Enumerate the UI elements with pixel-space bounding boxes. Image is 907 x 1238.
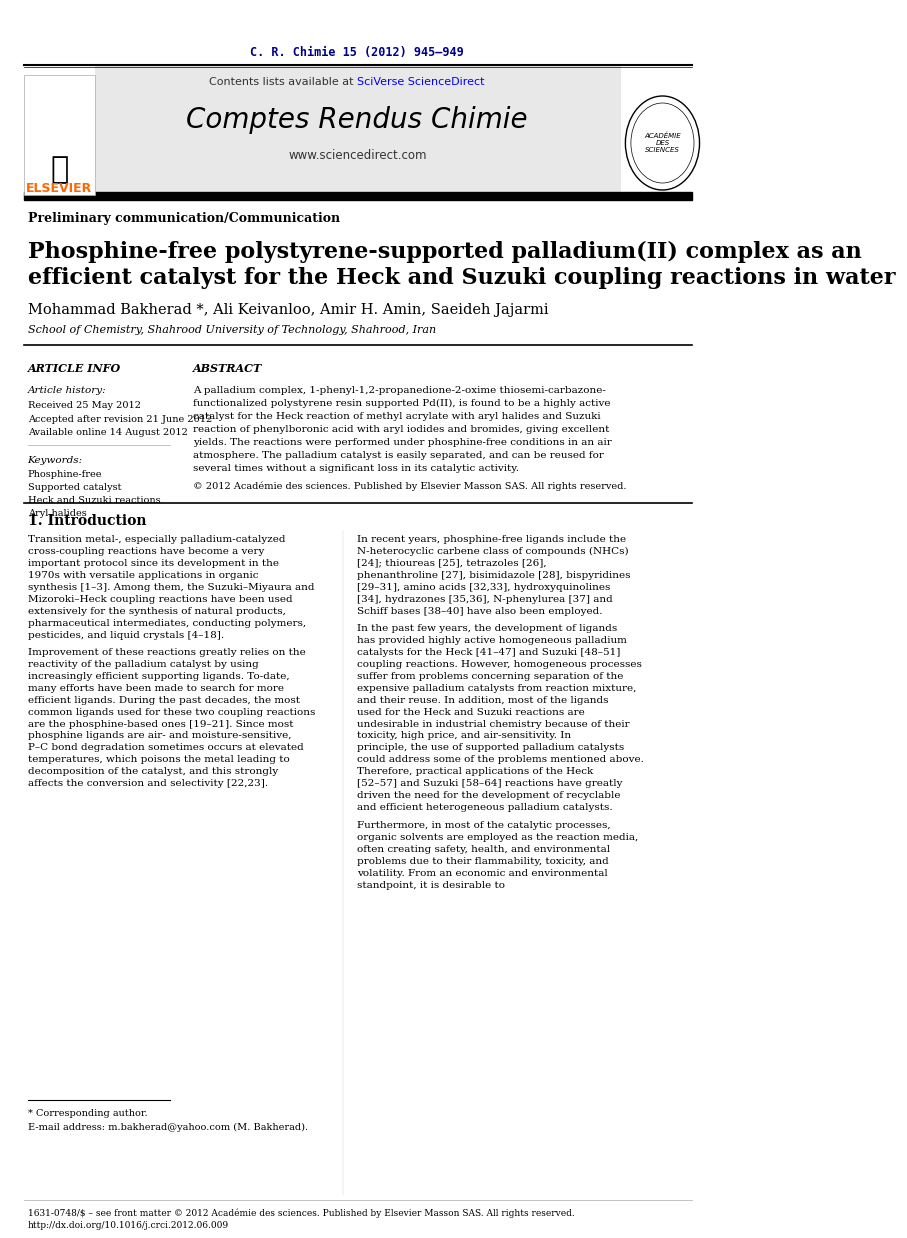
Text: Aryl halides: Aryl halides [27, 509, 86, 517]
Text: Keywords:: Keywords: [27, 456, 83, 464]
Text: Article history:: Article history: [27, 385, 106, 395]
Text: ABSTRACT: ABSTRACT [193, 363, 262, 374]
Text: 🌳: 🌳 [50, 156, 68, 184]
Text: several times without a significant loss in its catalytic activity.: several times without a significant loss… [193, 463, 519, 473]
Text: reactivity of the palladium catalyst by using: reactivity of the palladium catalyst by … [27, 660, 258, 669]
Text: * Corresponding author.: * Corresponding author. [27, 1108, 147, 1118]
Bar [24, 192, 692, 201]
Text: In the past few years, the development of ligands: In the past few years, the development o… [357, 624, 618, 633]
Text: Improvement of these reactions greatly relies on the: Improvement of these reactions greatly r… [27, 647, 306, 656]
Text: Preliminary communication/Communication: Preliminary communication/Communication [27, 212, 340, 224]
Text: often creating safety, health, and environmental: often creating safety, health, and envir… [357, 844, 610, 853]
Text: Phosphine-free: Phosphine-free [27, 469, 102, 479]
Text: [24]; thioureas [25], tetrazoles [26],: [24]; thioureas [25], tetrazoles [26], [357, 558, 547, 567]
Text: increasingly efficient supporting ligands. To-date,: increasingly efficient supporting ligand… [27, 671, 289, 681]
Text: extensively for the synthesis of natural products,: extensively for the synthesis of natural… [27, 607, 286, 615]
FancyBboxPatch shape [24, 76, 94, 196]
Text: affects the conversion and selectivity [22,23].: affects the conversion and selectivity [… [27, 780, 268, 789]
Text: has provided highly active homogeneous palladium: has provided highly active homogeneous p… [357, 635, 627, 645]
Text: © 2012 Académie des sciences. Published by Elsevier Masson SAS. All rights reser: © 2012 Académie des sciences. Published … [193, 482, 627, 490]
Text: expensive palladium catalysts from reaction mixture,: expensive palladium catalysts from react… [357, 683, 637, 692]
Text: volatility. From an economic and environmental: volatility. From an economic and environ… [357, 869, 608, 878]
Text: synthesis [1–3]. Among them, the Suzuki–Miyaura and: synthesis [1–3]. Among them, the Suzuki–… [27, 583, 314, 592]
Text: and efficient heterogeneous palladium catalysts.: and efficient heterogeneous palladium ca… [357, 803, 613, 812]
Text: phosphine ligands are air- and moisture-sensitive,: phosphine ligands are air- and moisture-… [27, 732, 291, 740]
Text: standpoint, it is desirable to: standpoint, it is desirable to [357, 880, 505, 889]
Text: 1970s with versatile applications in organic: 1970s with versatile applications in org… [27, 571, 258, 579]
Text: reaction of phenylboronic acid with aryl iodides and bromides, giving excellent: reaction of phenylboronic acid with aryl… [193, 425, 610, 433]
Text: Therefore, practical applications of the Heck: Therefore, practical applications of the… [357, 768, 593, 776]
Text: Transition metal-, especially palladium-catalyzed: Transition metal-, especially palladium-… [27, 535, 285, 543]
Text: [52–57] and Suzuki [58–64] reactions have greatly: [52–57] and Suzuki [58–64] reactions hav… [357, 780, 623, 789]
Text: Supported catalyst: Supported catalyst [27, 483, 122, 491]
Text: In recent years, phosphine-free ligands include the: In recent years, phosphine-free ligands … [357, 535, 627, 543]
Text: and their reuse. In addition, most of the ligands: and their reuse. In addition, most of th… [357, 696, 609, 704]
Text: are the phosphine-based ones [19–21]. Since most: are the phosphine-based ones [19–21]. Si… [27, 719, 293, 728]
Text: Accepted after revision 21 June 2012: Accepted after revision 21 June 2012 [27, 415, 212, 423]
Text: catalyst for the Heck reaction of methyl acrylate with aryl halides and Suzuki: catalyst for the Heck reaction of methyl… [193, 411, 600, 421]
Text: SciVerse ScienceDirect: SciVerse ScienceDirect [357, 77, 484, 87]
Text: temperatures, which poisons the metal leading to: temperatures, which poisons the metal le… [27, 755, 289, 765]
Text: principle, the use of supported palladium catalysts: principle, the use of supported palladiu… [357, 744, 625, 753]
Text: undesirable in industrial chemistry because of their: undesirable in industrial chemistry beca… [357, 719, 629, 728]
Text: used for the Heck and Suzuki reactions are: used for the Heck and Suzuki reactions a… [357, 707, 585, 717]
Text: functionalized polystyrene resin supported Pd(II), is found to be a highly activ: functionalized polystyrene resin support… [193, 399, 610, 407]
Text: Comptes Rendus Chimie: Comptes Rendus Chimie [187, 106, 528, 134]
Text: http://dx.doi.org/10.1016/j.crci.2012.06.009: http://dx.doi.org/10.1016/j.crci.2012.06… [27, 1222, 229, 1231]
Text: Mizoroki–Heck coupling reactions have been used: Mizoroki–Heck coupling reactions have be… [27, 594, 292, 603]
Text: 1. Introduction: 1. Introduction [27, 514, 146, 527]
Text: many efforts have been made to search for more: many efforts have been made to search fo… [27, 683, 284, 692]
Text: P–C bond degradation sometimes occurs at elevated: P–C bond degradation sometimes occurs at… [27, 744, 303, 753]
Text: Received 25 May 2012: Received 25 May 2012 [27, 401, 141, 410]
FancyBboxPatch shape [94, 66, 620, 196]
Text: [34], hydrazones [35,36], N-phenylurea [37] and: [34], hydrazones [35,36], N-phenylurea [… [357, 594, 613, 603]
Text: suffer from problems concerning separation of the: suffer from problems concerning separati… [357, 671, 624, 681]
Text: Contents lists available at: Contents lists available at [210, 77, 357, 87]
Text: driven the need for the development of recyclable: driven the need for the development of r… [357, 791, 620, 801]
Text: problems due to their flammability, toxicity, and: problems due to their flammability, toxi… [357, 857, 609, 865]
Text: decomposition of the catalyst, and this strongly: decomposition of the catalyst, and this … [27, 768, 278, 776]
Text: important protocol since its development in the: important protocol since its development… [27, 558, 278, 567]
Text: common ligands used for these two coupling reactions: common ligands used for these two coupli… [27, 707, 315, 717]
Text: E-mail address: m.bakherad@yahoo.com (M. Bakherad).: E-mail address: m.bakherad@yahoo.com (M.… [27, 1123, 307, 1132]
Text: efficient ligands. During the past decades, the most: efficient ligands. During the past decad… [27, 696, 299, 704]
Text: School of Chemistry, Shahrood University of Technology, Shahrood, Iran: School of Chemistry, Shahrood University… [27, 326, 435, 335]
Text: pharmaceutical intermediates, conducting polymers,: pharmaceutical intermediates, conducting… [27, 619, 306, 628]
Text: toxicity, high price, and air-sensitivity. In: toxicity, high price, and air-sensitivit… [357, 732, 571, 740]
Text: Mohammad Bakherad *, Ali Keivanloo, Amir H. Amin, Saeideh Jajarmi: Mohammad Bakherad *, Ali Keivanloo, Amir… [27, 303, 548, 317]
Text: www.sciencedirect.com: www.sciencedirect.com [288, 149, 426, 161]
Text: organic solvents are employed as the reaction media,: organic solvents are employed as the rea… [357, 832, 639, 842]
Text: [29–31], amino acids [32,33], hydroxyquinolines: [29–31], amino acids [32,33], hydroxyqui… [357, 583, 610, 592]
Text: C. R. Chimie 15 (2012) 945–949: C. R. Chimie 15 (2012) 945–949 [250, 46, 464, 58]
Text: cross-coupling reactions have become a very: cross-coupling reactions have become a v… [27, 546, 264, 556]
Text: ACADÉMIE
DES
SCIENCES: ACADÉMIE DES SCIENCES [644, 132, 681, 154]
Text: pesticides, and liquid crystals [4–18].: pesticides, and liquid crystals [4–18]. [27, 630, 224, 640]
Text: coupling reactions. However, homogeneous processes: coupling reactions. However, homogeneous… [357, 660, 642, 669]
Text: atmosphere. The palladium catalyst is easily separated, and can be reused for: atmosphere. The palladium catalyst is ea… [193, 451, 604, 459]
Text: ELSEVIER: ELSEVIER [26, 182, 93, 194]
Text: Schiff bases [38–40] have also been employed.: Schiff bases [38–40] have also been empl… [357, 607, 603, 615]
Text: 1631-0748/$ – see front matter © 2012 Académie des sciences. Published by Elsevi: 1631-0748/$ – see front matter © 2012 Ac… [27, 1208, 574, 1218]
Text: could address some of the problems mentioned above.: could address some of the problems menti… [357, 755, 644, 765]
Text: Phosphine-free polystyrene-supported palladium(II) complex as an: Phosphine-free polystyrene-supported pal… [27, 241, 862, 262]
Text: yields. The reactions were performed under phosphine-free conditions in an air: yields. The reactions were performed und… [193, 437, 612, 447]
Text: efficient catalyst for the Heck and Suzuki coupling reactions in water: efficient catalyst for the Heck and Suzu… [27, 267, 895, 288]
Text: Heck and Suzuki reactions: Heck and Suzuki reactions [27, 495, 161, 505]
Text: ARTICLE INFO: ARTICLE INFO [27, 363, 121, 374]
Text: Furthermore, in most of the catalytic processes,: Furthermore, in most of the catalytic pr… [357, 821, 611, 829]
Text: A palladium complex, 1-phenyl-1,2-propanedione-2-oxime thiosemi-carbazone-: A palladium complex, 1-phenyl-1,2-propan… [193, 385, 606, 395]
Text: catalysts for the Heck [41–47] and Suzuki [48–51]: catalysts for the Heck [41–47] and Suzuk… [357, 647, 620, 656]
Text: N-heterocyclic carbene class of compounds (NHCs): N-heterocyclic carbene class of compound… [357, 546, 629, 556]
Text: Available online 14 August 2012: Available online 14 August 2012 [27, 427, 188, 437]
Text: phenanthroline [27], bisimidazole [28], bispyridines: phenanthroline [27], bisimidazole [28], … [357, 571, 630, 579]
